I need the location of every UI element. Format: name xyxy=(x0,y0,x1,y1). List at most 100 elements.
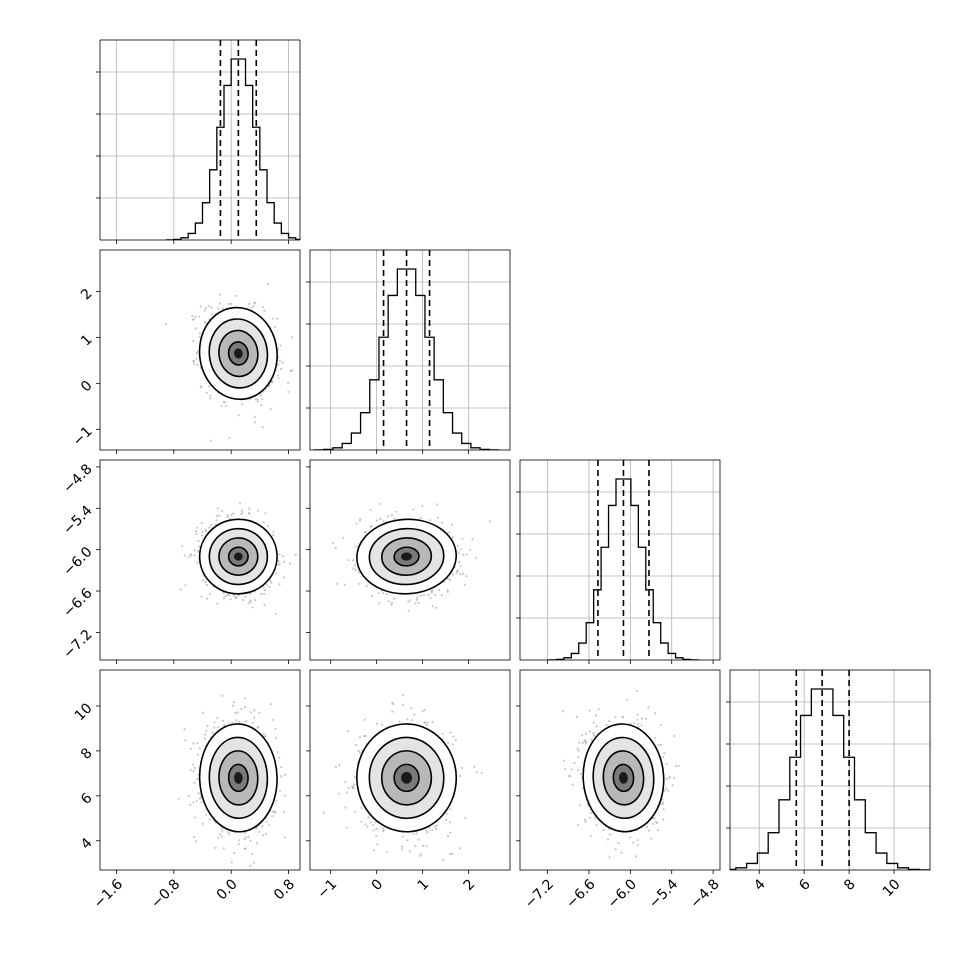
scatter-point xyxy=(256,398,259,401)
scatter-point xyxy=(204,733,207,736)
scatter-point xyxy=(274,612,277,615)
scatter-point xyxy=(570,768,573,771)
scatter-point xyxy=(222,592,225,595)
scatter-point xyxy=(226,515,229,519)
scatter-point xyxy=(355,545,358,548)
scatter-point xyxy=(247,835,250,838)
x-tick-label: 1 xyxy=(415,876,433,894)
scatter-point xyxy=(644,717,648,721)
contour-line-1 xyxy=(393,546,420,567)
scatter-point xyxy=(284,773,287,777)
scatter-point xyxy=(584,732,588,735)
scatter-point xyxy=(381,827,384,830)
scatter-point xyxy=(345,826,348,829)
scatter-point xyxy=(608,720,611,723)
scatter-point xyxy=(414,602,417,605)
scatter-point xyxy=(249,839,252,843)
scatter-point xyxy=(588,816,591,819)
scatter-point xyxy=(251,721,254,725)
scatter-point xyxy=(287,381,290,384)
scatter-point xyxy=(636,713,639,716)
scatter-point xyxy=(374,821,377,824)
scatter-point xyxy=(675,765,678,768)
scatter-point xyxy=(365,530,368,534)
scatter-point xyxy=(577,769,580,772)
scatter-point xyxy=(272,530,275,533)
scatter-point xyxy=(441,732,444,735)
scatter-point xyxy=(218,293,221,296)
scatter-point xyxy=(209,397,212,400)
scatter-point xyxy=(435,606,438,609)
scatter-point xyxy=(335,582,338,585)
scatter-point xyxy=(593,734,596,737)
scatter-point xyxy=(456,569,460,572)
scatter-point xyxy=(244,836,248,839)
scatter-point xyxy=(597,708,600,711)
scatter-point xyxy=(203,309,206,312)
scatter-point xyxy=(352,567,355,570)
scatter-point xyxy=(447,577,450,580)
scatter-point xyxy=(634,855,638,858)
contour-line-2 xyxy=(380,537,433,576)
scatter-point xyxy=(441,521,444,525)
scatter-point xyxy=(571,783,574,786)
scatter-point xyxy=(425,845,429,848)
scatter-point xyxy=(342,536,345,539)
scatter-point xyxy=(407,609,410,612)
scatter-point xyxy=(606,838,610,841)
contour-line-3 xyxy=(592,736,655,820)
scatter-point xyxy=(401,845,404,848)
x-tick-label: 2 xyxy=(461,876,479,894)
scatter-point xyxy=(207,304,210,307)
scatter-point xyxy=(360,820,363,823)
scatter-point xyxy=(583,818,587,821)
scatter-point xyxy=(363,735,366,738)
scatter-point xyxy=(263,603,266,607)
scatter-point xyxy=(193,362,196,366)
scatter-point xyxy=(245,720,248,723)
scatter-point xyxy=(577,756,580,759)
scatter-point xyxy=(410,707,413,710)
scatter-point xyxy=(267,871,269,873)
scatter-point xyxy=(352,783,355,786)
scatter-point xyxy=(458,775,462,778)
scatter-point xyxy=(256,400,259,403)
scatter-point xyxy=(357,571,360,574)
scatter-point xyxy=(269,703,273,706)
scatter-point xyxy=(198,747,201,750)
contour-line-3 xyxy=(208,527,269,586)
scatter-point xyxy=(256,509,259,512)
scatter-point xyxy=(275,736,278,739)
scatter-point xyxy=(215,519,218,522)
scatter-point xyxy=(240,509,243,512)
scatter-point xyxy=(265,820,268,824)
scatter-point xyxy=(253,415,256,418)
scatter-point xyxy=(195,799,198,803)
scatter-point xyxy=(426,721,429,724)
scatter-point xyxy=(635,690,639,693)
density-shade-5 xyxy=(401,552,413,561)
scatter-point xyxy=(216,717,219,720)
scatter-point xyxy=(416,598,419,602)
scatter-point xyxy=(393,597,396,600)
scatter-point xyxy=(250,306,253,309)
scatter-point xyxy=(620,851,623,854)
scatter-point xyxy=(271,815,274,818)
scatter-point xyxy=(393,517,396,520)
scatter-point xyxy=(426,831,429,834)
scatter-point xyxy=(422,844,425,848)
scatter-point xyxy=(268,585,271,589)
scatter-point xyxy=(431,721,434,724)
scatter-point xyxy=(238,502,242,505)
histogram-step xyxy=(730,688,930,870)
x-tick-label: −6.6 xyxy=(563,876,598,911)
scatter-point xyxy=(673,734,676,738)
scatter-point xyxy=(584,742,588,745)
x-tick-label: −5.4 xyxy=(646,876,681,911)
scatter-point xyxy=(250,711,253,714)
scatter-point xyxy=(640,717,644,720)
scatter-point xyxy=(196,363,199,366)
scatter-point xyxy=(221,307,224,310)
scatter-point xyxy=(192,763,195,766)
scatter-point xyxy=(189,747,192,750)
